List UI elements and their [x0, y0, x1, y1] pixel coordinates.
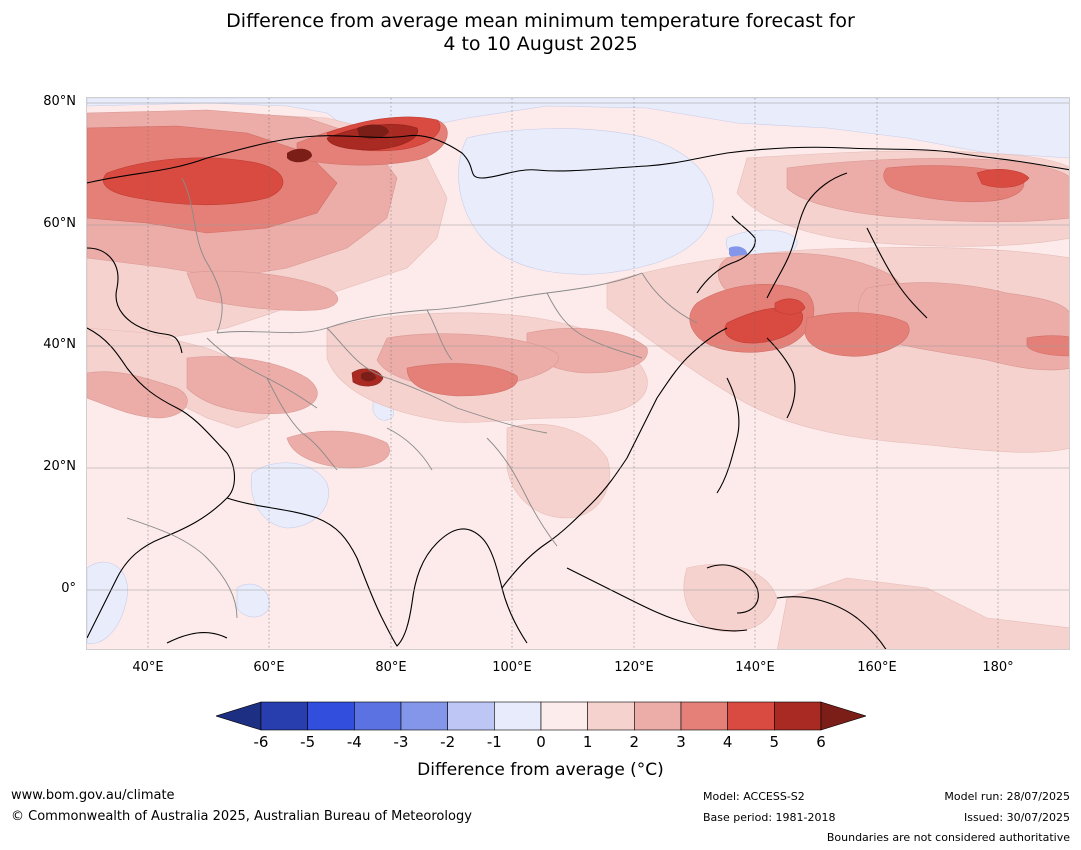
lat-label-20n: 20°N: [43, 459, 76, 474]
colorbar-tick-label: -3: [393, 733, 409, 751]
footer-website: www.bom.gov.au/climate: [11, 788, 175, 803]
colorbar-tick-label: -4: [346, 733, 362, 751]
colorbar-tick-label: 0: [536, 733, 546, 751]
lat-label-80n: 80°N: [43, 94, 76, 109]
lon-label-120e: 120°E: [614, 660, 654, 675]
lon-label-80e: 80°E: [375, 660, 407, 675]
anomaly-above-6: [287, 124, 389, 382]
country-borders: [126, 177, 698, 619]
colorbar-segment: [307, 701, 355, 731]
footer-model: Model: ACCESS-S2: [703, 790, 805, 803]
colorbar-segment: [587, 701, 635, 731]
footer-model-run: Model run: 28/07/2025: [944, 790, 1070, 803]
colorbar-extension-low: [216, 701, 262, 731]
lat-label-40n: 40°N: [43, 337, 76, 352]
colorbar-segment: [540, 701, 588, 731]
map-title-line1: Difference from average mean minimum tem…: [226, 10, 855, 32]
colorbar-segment: [400, 701, 448, 731]
lat-label-60n: 60°N: [43, 216, 76, 231]
cool-anomaly-regions: [87, 98, 1069, 644]
colorbar-extension-high: [820, 701, 866, 731]
colorbar-tick-label: 5: [769, 733, 780, 751]
colorbar-segment: [494, 701, 542, 731]
colorbar-segment: [727, 701, 775, 731]
colorbar: [216, 701, 866, 731]
colorbar-tick-label: -1: [486, 733, 502, 751]
graticule: [147, 98, 999, 649]
footer-issued: Issued: 30/07/2025: [963, 811, 1070, 824]
footer-base-period: Base period: 1981-2018: [703, 811, 836, 824]
colorbar-segment: [680, 701, 728, 731]
colorbar-segment: [447, 701, 495, 731]
colorbar-tick-label: -2: [440, 733, 456, 751]
coastlines: [87, 134, 1069, 649]
lon-label-140e: 140°E: [735, 660, 775, 675]
colorbar-tick-label: -6: [253, 733, 269, 751]
colorbar-tick-label: -5: [300, 733, 316, 751]
lon-label-160e: 160°E: [857, 660, 897, 675]
footer-copyright: © Commonwealth of Australia 2025, Austra…: [11, 809, 472, 824]
colorbar-label: Difference from average (°C): [417, 760, 664, 780]
lon-label-180: 180°: [982, 660, 1014, 675]
lat-label-0: 0°: [61, 581, 76, 596]
colorbar-segment: [634, 701, 682, 731]
colorbar-tick-label: 2: [629, 733, 640, 751]
lon-label-60e: 60°E: [253, 660, 285, 675]
colorbar-tick-label: 6: [816, 733, 826, 751]
colorbar-segment: [774, 701, 822, 731]
colorbar-tick-label: 1: [582, 733, 593, 751]
footer-disclaimer: Boundaries are not considered authoritat…: [826, 831, 1070, 844]
lon-label-40e: 40°E: [132, 660, 164, 675]
forecast-map: [86, 97, 1070, 650]
latitude-lines: [87, 102, 1069, 591]
colorbar-tick-label: 4: [722, 733, 733, 751]
colorbar-tick-label: 3: [676, 733, 686, 751]
map-title-line2: 4 to 10 August 2025: [443, 33, 638, 55]
colorbar-segment: [354, 701, 402, 731]
anomaly-4-to-5: [102, 116, 1030, 344]
lon-label-100e: 100°E: [492, 660, 532, 675]
colorbar-segment: [260, 701, 308, 731]
